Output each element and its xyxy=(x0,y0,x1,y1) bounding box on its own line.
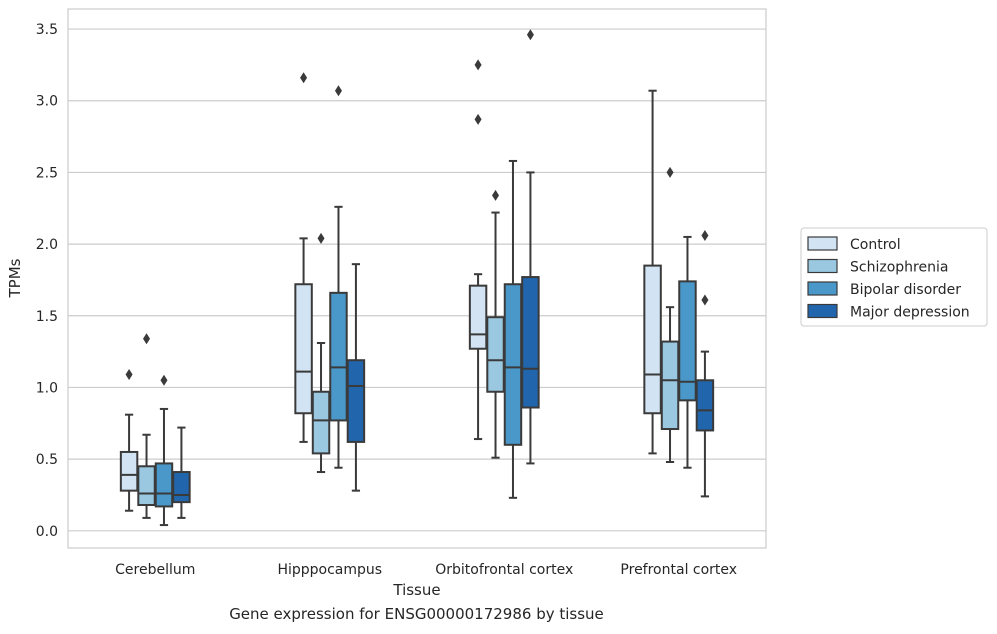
box-body xyxy=(172,471,191,504)
x-tick-labels: Cerebellum Hipppocampus Orbitofrontal cort… xyxy=(115,562,737,578)
legend-label: Bipolar disorder xyxy=(850,282,961,298)
legend-swatch xyxy=(807,303,838,319)
box-schizophrenia xyxy=(311,232,331,474)
box-control xyxy=(119,369,139,512)
box-control xyxy=(643,89,662,455)
box-group xyxy=(294,72,366,492)
box-body xyxy=(154,462,174,508)
box-schizophrenia xyxy=(137,333,156,519)
box-body xyxy=(521,276,540,409)
outlier-point xyxy=(701,229,709,241)
legend-swatch xyxy=(807,281,838,296)
legend: Control Schizophrenia Bipolar disorder Majo… xyxy=(800,227,988,327)
box-body xyxy=(311,390,331,455)
box-schizophrenia xyxy=(486,189,505,459)
box-major-depression xyxy=(695,229,715,498)
y-tick-label: 0.0 xyxy=(36,524,58,540)
box-body xyxy=(695,379,715,432)
y-tick-label: 1.5 xyxy=(36,309,58,325)
box-control xyxy=(294,72,313,443)
legend-item: Control xyxy=(807,236,901,253)
box-group xyxy=(643,89,715,498)
box-groups xyxy=(119,29,715,527)
box-bipolar-disorder xyxy=(154,374,174,527)
plot-frame xyxy=(67,8,767,549)
box-body xyxy=(329,291,348,422)
legend-swatch xyxy=(807,258,838,274)
y-tick-label: 3.5 xyxy=(36,22,58,38)
box-body xyxy=(486,316,505,393)
legend-swatch xyxy=(807,236,838,251)
outlier-point xyxy=(125,369,133,381)
outlier-point xyxy=(160,374,168,386)
y-tick-labels: 0.0 0.5 1.0 1.5 2.0 2.5 3.0 3.5 xyxy=(36,22,58,540)
legend-frame xyxy=(800,227,988,327)
box-group xyxy=(468,29,540,499)
box-group xyxy=(119,333,191,527)
box-major-depression xyxy=(172,426,191,519)
box-body xyxy=(468,284,488,350)
y-gridlines xyxy=(68,28,766,532)
outlier-point xyxy=(300,72,308,84)
y-axis-label: TPMs xyxy=(6,258,24,298)
box-schizophrenia xyxy=(660,166,680,463)
outlier-point xyxy=(474,59,482,71)
outlier-point xyxy=(526,29,534,41)
box-body xyxy=(503,283,523,446)
x-axis-label: Tissue xyxy=(392,581,440,599)
legend-item: Bipolar disorder xyxy=(807,281,961,298)
outlier-point xyxy=(317,232,325,244)
box-body xyxy=(643,264,662,415)
y-tick-label: 3.0 xyxy=(36,94,58,110)
x-tick-label: Prefrontal cortex xyxy=(620,562,737,578)
box-major-depression xyxy=(521,29,540,465)
legend-label: Schizophrenia xyxy=(850,260,948,276)
box-body xyxy=(294,283,313,415)
legend-item: Major depression xyxy=(807,303,970,321)
box-body xyxy=(346,359,366,443)
box-body xyxy=(660,340,680,431)
box-bipolar-disorder xyxy=(678,235,697,469)
x-tick-label: Hipppocampus xyxy=(277,562,382,578)
outlier-point xyxy=(666,166,674,178)
box-major-depression xyxy=(346,263,366,492)
x-tick-label: Orbitofrontal cortex xyxy=(435,562,573,578)
y-tick-label: 1.0 xyxy=(36,380,58,396)
box-body xyxy=(137,465,156,506)
y-tick-label: 2.5 xyxy=(36,165,58,181)
box-body xyxy=(678,280,697,402)
figure-caption: Gene expression for ENSG00000172986 by t… xyxy=(229,605,604,623)
box-body xyxy=(119,450,139,492)
outlier-point xyxy=(701,294,709,306)
legend-label: Control xyxy=(850,237,901,253)
y-tick-label: 2.0 xyxy=(36,237,58,253)
legend-label: Major depression xyxy=(850,305,970,321)
outlier-point xyxy=(143,333,151,345)
x-tick-label: Cerebellum xyxy=(115,562,195,578)
legend-item: Schizophrenia xyxy=(807,258,948,276)
outlier-point xyxy=(334,85,342,97)
box-bipolar-disorder xyxy=(329,85,348,469)
box-bipolar-disorder xyxy=(503,159,523,499)
outlier-point xyxy=(474,113,482,125)
y-tick-label: 0.5 xyxy=(36,452,58,468)
outlier-point xyxy=(492,189,500,201)
box-control xyxy=(468,59,488,441)
